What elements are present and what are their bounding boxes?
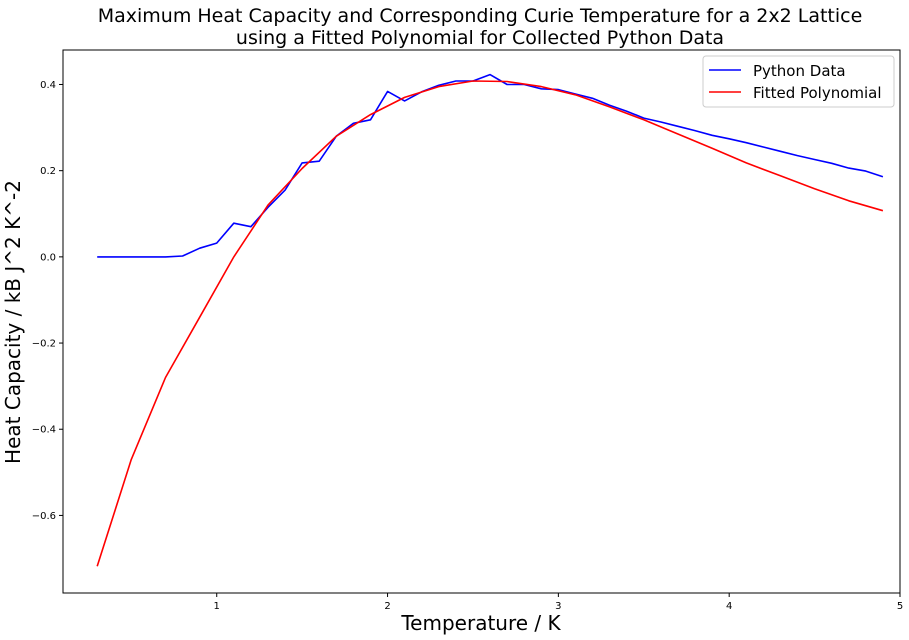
series-line-python-data: [97, 73, 884, 258]
y-tick-label: 0.4: [40, 80, 56, 91]
chart-subtitle: using a Fitted Polynomial for Collected …: [236, 27, 724, 49]
plot-frame: [62, 49, 901, 594]
y-tick-label: −0.4: [32, 425, 56, 436]
x-axis-ticks: 1 2 3 4 5: [214, 593, 903, 612]
x-tick-label: 3: [555, 601, 561, 612]
y-tick-label: −0.6: [32, 511, 56, 522]
y-axis-ticks: −0.6 −0.4 −0.2 0.0 0.2 0.4: [32, 80, 63, 522]
y-tick-label: 0.2: [40, 166, 56, 177]
y-tick-label: −0.2: [32, 339, 56, 350]
x-tick-label: 2: [384, 601, 390, 612]
y-tick-label: 0.0: [40, 252, 56, 263]
x-tick-label: 1: [214, 601, 220, 612]
chart-title: Maximum Heat Capacity and Corresponding …: [98, 5, 863, 27]
x-tick-label: 5: [897, 601, 903, 612]
x-tick-label: 4: [726, 601, 732, 612]
y-axis-label: Heat Capacity / kB J^2 K^-2: [1, 180, 25, 464]
legend-label-fitted-polynomial: Fitted Polynomial: [753, 84, 882, 102]
legend-label-python-data: Python Data: [753, 62, 846, 80]
x-axis-label: Temperature / K: [400, 611, 561, 635]
series-lines: [96, 73, 884, 567]
legend-box: [702, 55, 895, 108]
series-line-fitted-polynomial: [96, 80, 884, 567]
legend: Python Data Fitted Polynomial: [702, 55, 895, 108]
